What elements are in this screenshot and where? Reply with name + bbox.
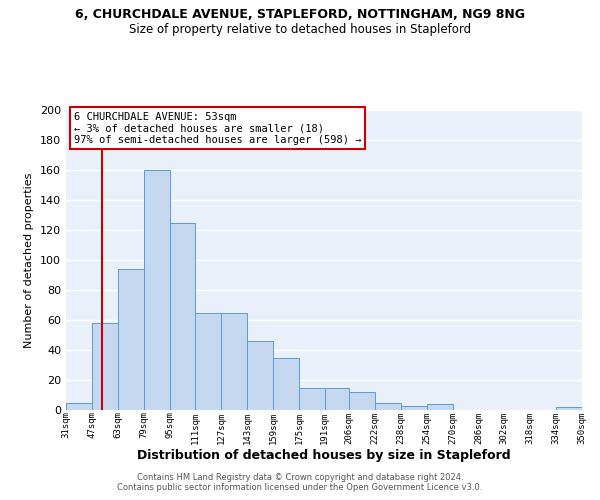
Bar (556, 407, 582, 410)
Bar (196, 312, 221, 410)
Bar (427, 404, 452, 410)
Bar (375, 402, 401, 410)
Y-axis label: Number of detached properties: Number of detached properties (25, 172, 34, 348)
Bar (92, 323, 118, 410)
Bar (325, 388, 349, 410)
Bar (221, 312, 247, 410)
Bar (247, 341, 273, 410)
Bar (170, 222, 196, 410)
Bar (143, 170, 170, 410)
Bar (401, 406, 427, 410)
Text: Contains public sector information licensed under the Open Government Licence v3: Contains public sector information licen… (118, 484, 482, 492)
Bar (118, 269, 143, 410)
Bar (273, 358, 299, 410)
Bar (349, 392, 375, 410)
Text: Contains HM Land Registry data © Crown copyright and database right 2024.: Contains HM Land Registry data © Crown c… (137, 474, 463, 482)
Text: Size of property relative to detached houses in Stapleford: Size of property relative to detached ho… (129, 22, 471, 36)
X-axis label: Distribution of detached houses by size in Stapleford: Distribution of detached houses by size … (137, 449, 511, 462)
Text: 6, CHURCHDALE AVENUE, STAPLEFORD, NOTTINGHAM, NG9 8NG: 6, CHURCHDALE AVENUE, STAPLEFORD, NOTTIN… (75, 8, 525, 20)
Bar (66, 402, 92, 410)
Bar (299, 388, 325, 410)
Text: 6 CHURCHDALE AVENUE: 53sqm
← 3% of detached houses are smaller (18)
97% of semi-: 6 CHURCHDALE AVENUE: 53sqm ← 3% of detac… (74, 112, 361, 144)
